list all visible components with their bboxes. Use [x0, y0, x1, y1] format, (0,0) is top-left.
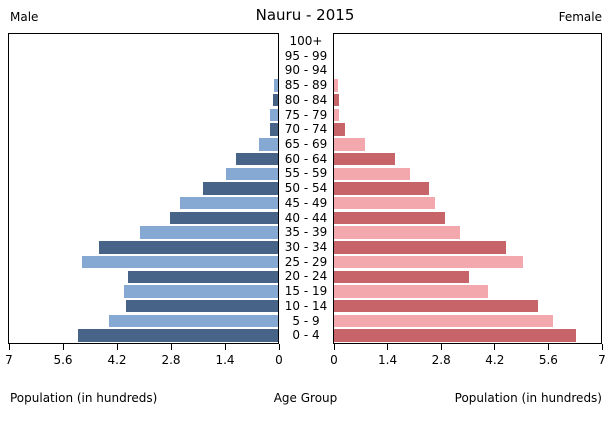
- female-bar-0-4: [334, 329, 577, 342]
- female-tick-1.4-label: 1.4: [378, 353, 398, 367]
- age-label-90-94: 90 - 94: [284, 63, 328, 78]
- male-bar-10-14: [126, 300, 278, 313]
- age-label-65-69: 65 - 69: [284, 137, 328, 151]
- male-bar-65-69: [258, 138, 278, 151]
- female-bar-10-14: [334, 300, 539, 313]
- age-label-100plus: 100+: [289, 34, 323, 48]
- age-group-axis-title: Age Group: [273, 391, 338, 405]
- male-bar-15-19: [124, 285, 278, 298]
- male-bar-55-59: [226, 167, 278, 180]
- age-label-45-49: 45 - 49: [284, 195, 328, 210]
- male-bar-40-44: [170, 211, 278, 225]
- age-label-50-54: 50 - 54: [284, 181, 328, 196]
- male-tick-1.4-label: 1.4: [215, 353, 235, 367]
- age-label-15-19: 15 - 19: [284, 284, 328, 299]
- male-bar-5-9: [108, 314, 278, 328]
- female-tick-2.8-label: 2.8: [431, 353, 451, 367]
- male-bar-45-49: [180, 197, 278, 210]
- age-label-25-29: 25 - 29: [284, 254, 328, 269]
- male-tick-7-label: 7: [5, 353, 13, 367]
- male-axis-title: Population (in hundreds): [10, 391, 158, 405]
- female-bar-20-24: [334, 270, 470, 283]
- male-plot-area: [8, 33, 279, 344]
- age-label-95-99: 95 - 99: [284, 48, 328, 63]
- male-bar-50-54: [203, 182, 278, 195]
- age-label-35-39: 35 - 39: [284, 225, 328, 240]
- male-tick-5.6-label: 5.6: [53, 353, 73, 367]
- male-bar-0-4: [78, 329, 278, 342]
- male-tick-0-label: 0: [275, 353, 283, 367]
- female-bar-35-39: [334, 226, 460, 239]
- male-tick-1.4-mark: [224, 344, 226, 350]
- female-bar-85-89: [334, 79, 338, 92]
- male-bar-80-84: [273, 94, 278, 107]
- age-label-10-14: 10 - 14: [284, 298, 328, 313]
- male-bar-60-64: [235, 152, 278, 166]
- female-bar-30-34: [334, 241, 506, 254]
- female-bar-55-59: [334, 167, 411, 180]
- male-tick-7-mark: [8, 344, 10, 350]
- male-header-label: Male: [10, 10, 39, 24]
- age-label-80-84: 80 - 84: [284, 92, 328, 107]
- female-bar-15-19: [334, 285, 489, 298]
- male-bar-35-39: [139, 226, 278, 239]
- male-bar-85-89: [274, 79, 278, 92]
- male-bar-20-24: [128, 270, 278, 283]
- female-tick-1.4-mark: [387, 344, 389, 350]
- female-tick-2.8-mark: [440, 344, 442, 350]
- male-tick-2.8-label: 2.8: [161, 353, 181, 367]
- female-tick-0-label: 0: [330, 353, 338, 367]
- female-axis-title: Population (in hundreds): [454, 391, 602, 405]
- female-bar-70-74: [334, 123, 346, 136]
- age-label-0-4: 0 - 4: [292, 328, 320, 343]
- female-bar-80-84: [334, 94, 340, 107]
- age-label-55-59: 55 - 59: [284, 166, 328, 181]
- female-header-label: Female: [558, 10, 602, 24]
- male-bar-25-29: [82, 255, 278, 269]
- female-tick-4.2-mark: [494, 344, 496, 350]
- female-bar-75-79: [334, 108, 340, 122]
- age-label-5-9: 5 - 9: [292, 313, 320, 328]
- female-bar-65-69: [334, 138, 365, 151]
- male-tick-4.2-label: 4.2: [107, 353, 127, 367]
- age-group-axis: 100+ 95 - 99 90 - 94 85 - 89 80 - 84 75 - 79 7…: [279, 34, 333, 343]
- age-label-20-24: 20 - 24: [284, 269, 328, 284]
- age-label-85-89: 85 - 89: [284, 78, 328, 93]
- female-tick-7-label: 7: [598, 353, 606, 367]
- male-tick-5.6-mark: [62, 344, 64, 350]
- female-tick-5.6-mark: [547, 344, 549, 350]
- male-tick-4.2-mark: [116, 344, 118, 350]
- female-bar-5-9: [334, 314, 554, 328]
- female-tick-0-mark: [333, 344, 335, 350]
- male-bar-30-34: [99, 241, 278, 254]
- female-plot-area: [333, 33, 602, 344]
- male-tick-2.8-mark: [170, 344, 172, 350]
- female-tick-4.2-label: 4.2: [485, 353, 505, 367]
- female-tick-5.6-label: 5.6: [538, 353, 558, 367]
- female-bar-45-49: [334, 197, 436, 210]
- age-label-70-74: 70 - 74: [284, 122, 328, 137]
- age-label-75-79: 75 - 79: [284, 107, 328, 122]
- age-label-60-64: 60 - 64: [284, 151, 328, 166]
- female-bar-40-44: [334, 211, 445, 225]
- female-bar-50-54: [334, 182, 430, 195]
- male-tick-0-mark: [278, 344, 280, 350]
- male-bar-75-79: [269, 108, 278, 122]
- female-tick-7-mark: [601, 344, 603, 350]
- age-label-40-44: 40 - 44: [284, 210, 328, 225]
- male-bar-70-74: [270, 123, 278, 136]
- female-bar-25-29: [334, 255, 523, 269]
- chart-title: Nauru - 2015: [255, 6, 355, 24]
- female-bar-60-64: [334, 152, 396, 166]
- age-label-30-34: 30 - 34: [284, 240, 328, 254]
